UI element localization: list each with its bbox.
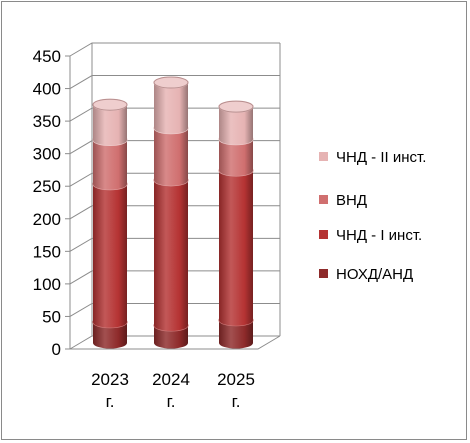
x-tick-label: 2024 г. — [152, 370, 190, 411]
bar-segment — [219, 170, 253, 326]
cylinder-bar — [218, 100, 254, 349]
bar-top-cap — [218, 100, 254, 113]
legend-item: НОХД/АНД — [319, 266, 413, 283]
legend-swatch — [319, 195, 328, 204]
legend-label: НОХД/АНД — [336, 266, 413, 283]
svg-text:г.: г. — [106, 392, 115, 411]
bar-segment — [219, 106, 253, 145]
bar-segment — [219, 139, 253, 176]
legend-swatch — [319, 269, 328, 278]
y-tick-label: 350 — [33, 112, 61, 131]
y-tick-label: 450 — [33, 47, 61, 66]
svg-text:2024: 2024 — [152, 370, 190, 389]
x-tick-label: 2023 г. — [91, 370, 129, 411]
bar-segment — [154, 180, 188, 331]
bar-segment — [93, 322, 127, 349]
legend-item: ЧНД - II инст. — [319, 149, 426, 166]
y-tick-label: 300 — [33, 145, 61, 164]
legend: ЧНД - II инст. ВНД ЧНД - I инст. НОХД/АНД — [319, 149, 426, 283]
svg-text:г.: г. — [232, 392, 241, 411]
bar-top-cap — [153, 76, 189, 89]
bar-segment — [219, 320, 253, 349]
floor-edge — [70, 335, 281, 350]
legend-swatch — [319, 152, 328, 161]
bar-top-cap — [92, 98, 128, 111]
y-tick-label: 200 — [33, 210, 61, 229]
svg-text:2025: 2025 — [217, 370, 255, 389]
bar-segment — [93, 184, 127, 328]
bar-segment — [93, 139, 127, 190]
y-tick-label: 100 — [33, 275, 61, 294]
x-tick-label: 2025 г. — [217, 370, 255, 411]
legend-item: ЧНД - I инст. — [319, 227, 422, 244]
bar-segment — [154, 325, 188, 349]
axis-layer: 0501001502002503003504004502023г.2024г.2… — [33, 47, 255, 411]
legend-label: ЧНД - I инст. — [336, 227, 422, 244]
bar-segment — [93, 104, 127, 146]
bar-segment — [154, 82, 188, 134]
bar-segment — [154, 128, 188, 186]
legend-label: ВНД — [336, 192, 367, 209]
legend-swatch — [319, 230, 328, 239]
y-tick-label: 150 — [33, 242, 61, 261]
cylinder-bar — [153, 76, 189, 349]
y-tick-label: 0 — [52, 340, 61, 359]
svg-text:г.: г. — [167, 392, 176, 411]
legend-item: ВНД — [319, 192, 367, 209]
svg-text:2023: 2023 — [91, 370, 129, 389]
y-tick-label: 400 — [33, 80, 61, 99]
y-tick-label: 250 — [33, 177, 61, 196]
cylinder-bar — [92, 98, 128, 349]
y-tick-label: 50 — [42, 307, 61, 326]
legend-label: ЧНД - II инст. — [336, 149, 426, 166]
bars-layer — [92, 76, 254, 349]
